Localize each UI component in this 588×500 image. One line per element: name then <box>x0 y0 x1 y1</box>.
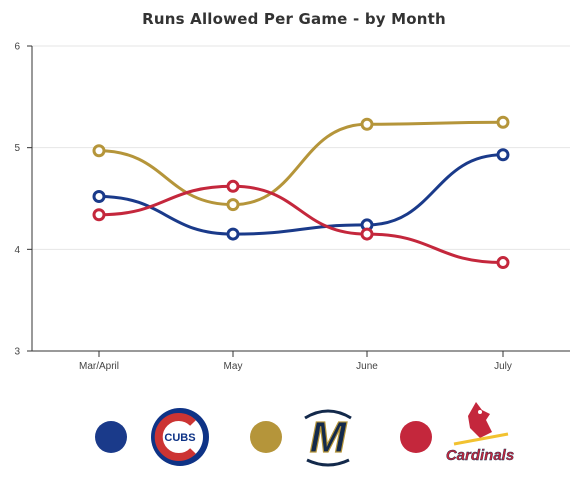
data-point-brewers <box>360 117 374 131</box>
y-tick-label: 3 <box>14 347 20 358</box>
y-tick-label: 6 <box>14 42 20 53</box>
x-tick-label: Mar/April <box>79 361 119 372</box>
data-point-cardinals <box>360 227 374 241</box>
legend-dot-cardinals <box>400 421 432 453</box>
data-point-cubs <box>92 189 106 203</box>
cardinals-logo-text: Cardinals <box>446 447 514 464</box>
legend-dot-cubs <box>95 421 127 453</box>
data-point-cardinals <box>496 256 510 270</box>
data-point-brewers <box>226 198 240 212</box>
legend-dot-brewers <box>250 421 282 453</box>
y-tick-label: 5 <box>14 143 20 154</box>
cardinals-logo-icon: Cardinals <box>446 402 514 464</box>
data-point-brewers <box>496 115 510 129</box>
legend: CUBS M Cardinals <box>0 392 588 476</box>
data-point-cubs <box>226 227 240 241</box>
brewers-logo-text: M <box>310 413 348 462</box>
cubs-logo-text: CUBS <box>164 432 195 444</box>
x-tick-label: May <box>224 361 243 372</box>
x-axis-ticks: Mar/April May June July <box>79 351 512 372</box>
series-line-cardinals <box>97 184 505 265</box>
line-chart: 3 4 5 6 Mar/April May June July <box>14 42 570 372</box>
brewers-logo-icon: M <box>304 409 352 467</box>
data-point-cardinals <box>92 208 106 222</box>
series-layer <box>92 115 510 270</box>
y-tick-label: 4 <box>14 245 20 256</box>
grid-layer <box>32 45 570 250</box>
x-tick-label: June <box>356 361 378 372</box>
data-point-brewers <box>92 144 106 158</box>
series-cardinals <box>92 179 510 270</box>
data-point-cardinals <box>226 179 240 193</box>
x-tick-label: July <box>494 361 512 372</box>
data-point-cubs <box>496 148 510 162</box>
series-brewers <box>92 115 510 212</box>
cubs-logo-icon: CUBS <box>151 408 209 466</box>
series-line-brewers <box>97 120 505 207</box>
series-line-cubs <box>97 153 505 236</box>
y-axis-ticks: 3 4 5 6 <box>14 42 32 358</box>
chart-title: Runs Allowed Per Game - by Month <box>142 10 446 28</box>
